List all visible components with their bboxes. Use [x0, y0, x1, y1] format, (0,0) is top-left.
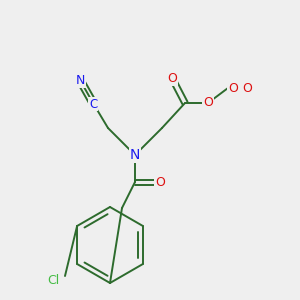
Text: N: N [130, 148, 140, 162]
Text: O: O [203, 97, 213, 110]
Text: O: O [228, 82, 238, 94]
Text: Cl: Cl [47, 274, 59, 286]
Text: O: O [242, 82, 252, 94]
Text: O: O [167, 71, 177, 85]
Text: O: O [155, 176, 165, 188]
Text: N: N [75, 74, 85, 86]
Text: C: C [89, 98, 97, 110]
